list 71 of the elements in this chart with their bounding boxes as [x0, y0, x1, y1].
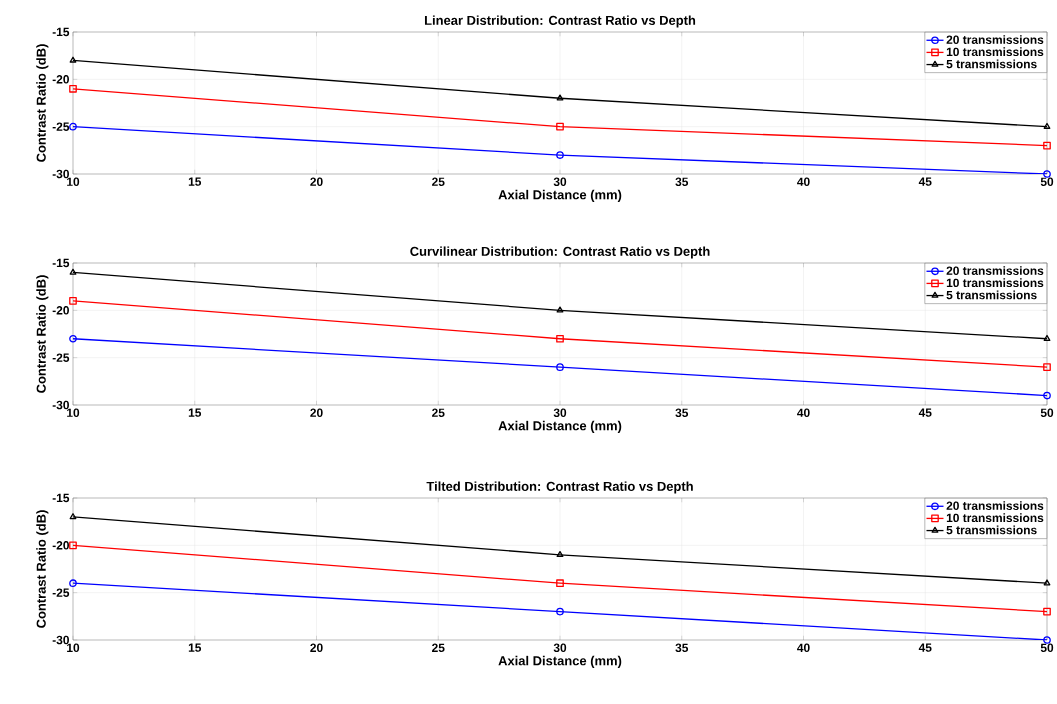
- legend-label: 10 transmissions: [946, 278, 1044, 288]
- point: [69, 84, 77, 93]
- x-tick-label: 50: [1040, 643, 1054, 652]
- legend-label: 20 transmissions: [946, 35, 1044, 44]
- legend-label: 20 transmissions: [946, 266, 1044, 275]
- chart-title: Curvilinear Distribution: Contrast Ratio vs Depth: [410, 246, 710, 259]
- point: [69, 297, 77, 305]
- legend-label: 5 transmissions: [946, 290, 1037, 300]
- x-tick-label: 50: [1040, 408, 1054, 417]
- x-tick-label: 25: [432, 177, 445, 186]
- chart-title: Linear Distribution: Contrast Ratio vs Depth: [424, 15, 696, 28]
- y-tick-label: -25: [52, 122, 70, 131]
- x-tick-label: 45: [918, 643, 932, 652]
- legend-label: 10 transmissions: [946, 513, 1044, 523]
- x-tick-label: 25: [432, 643, 445, 652]
- x-tick-label: 10: [67, 177, 80, 186]
- point: [556, 607, 564, 616]
- legend-label: 5 transmissions: [946, 59, 1037, 69]
- x-tick-label: 25: [432, 408, 445, 417]
- x-tick-label: 45: [918, 408, 932, 417]
- x-tick-label: 15: [188, 408, 202, 417]
- x-axis-title: Axial Distance (mm): [498, 655, 622, 668]
- x-tick-label: 30: [553, 408, 567, 418]
- y-tick-label: -15: [52, 493, 70, 503]
- x-tick-label: 10: [67, 408, 80, 417]
- y-tick-label: -20: [52, 306, 69, 315]
- x-tick-label: 30: [553, 177, 567, 187]
- x-tick-label: 30: [553, 643, 567, 653]
- point: [1043, 141, 1051, 150]
- y-axis-title: Contrast Ratio (dB): [36, 510, 49, 628]
- y-tick-label: -15: [52, 27, 70, 37]
- y-tick-label: -30: [52, 400, 69, 410]
- legend-label: 20 transmissions: [946, 501, 1044, 510]
- point: [556, 151, 564, 159]
- y-tick-label: -25: [52, 353, 70, 362]
- legend-label: 10 transmissions: [946, 47, 1044, 57]
- y-tick-label: -25: [52, 588, 70, 597]
- x-tick-label: 15: [188, 643, 202, 652]
- x-axis-title: Axial Distance (mm): [498, 189, 622, 202]
- x-tick-label: 20: [310, 408, 323, 417]
- point: [556, 94, 564, 101]
- point: [69, 541, 77, 550]
- x-tick-label: 45: [918, 177, 932, 186]
- point: [556, 334, 564, 343]
- point: [1043, 363, 1051, 371]
- y-tick-label: -20: [52, 75, 69, 84]
- x-tick-label: 35: [675, 408, 689, 418]
- chart-title: Tilted Distribution: Contrast Ratio vs Depth: [426, 481, 693, 494]
- y-tick-label: -15: [52, 258, 70, 268]
- point: [556, 306, 564, 313]
- legend-label: 5 transmissions: [946, 525, 1037, 535]
- y-tick-label: -30: [52, 169, 69, 179]
- x-tick-label: 40: [797, 177, 810, 186]
- x-tick-label: 40: [797, 408, 810, 417]
- x-tick-label: 50: [1040, 177, 1054, 186]
- x-tick-label: 35: [675, 177, 689, 187]
- x-tick-label: 15: [188, 177, 202, 186]
- x-tick-label: 35: [675, 643, 689, 653]
- y-axis-title: Contrast Ratio (dB): [36, 44, 49, 162]
- point: [556, 579, 564, 588]
- point: [556, 122, 564, 131]
- x-tick-label: 20: [310, 643, 323, 652]
- x-tick-label: 20: [310, 177, 323, 186]
- y-tick-label: -30: [52, 635, 69, 645]
- y-axis-title: Contrast Ratio (dB): [36, 275, 49, 393]
- y-tick-label: -20: [52, 541, 69, 550]
- point: [1043, 607, 1051, 616]
- point: [556, 363, 564, 371]
- x-tick-label: 10: [67, 643, 80, 652]
- x-axis-title: Axial Distance (mm): [498, 420, 622, 433]
- x-tick-label: 40: [797, 643, 810, 652]
